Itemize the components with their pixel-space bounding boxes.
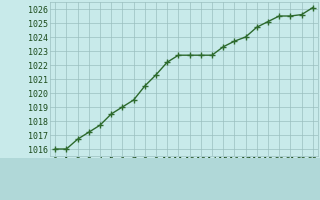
X-axis label: Graphe pression niveau de la mer (hPa): Graphe pression niveau de la mer (hPa): [72, 169, 296, 179]
